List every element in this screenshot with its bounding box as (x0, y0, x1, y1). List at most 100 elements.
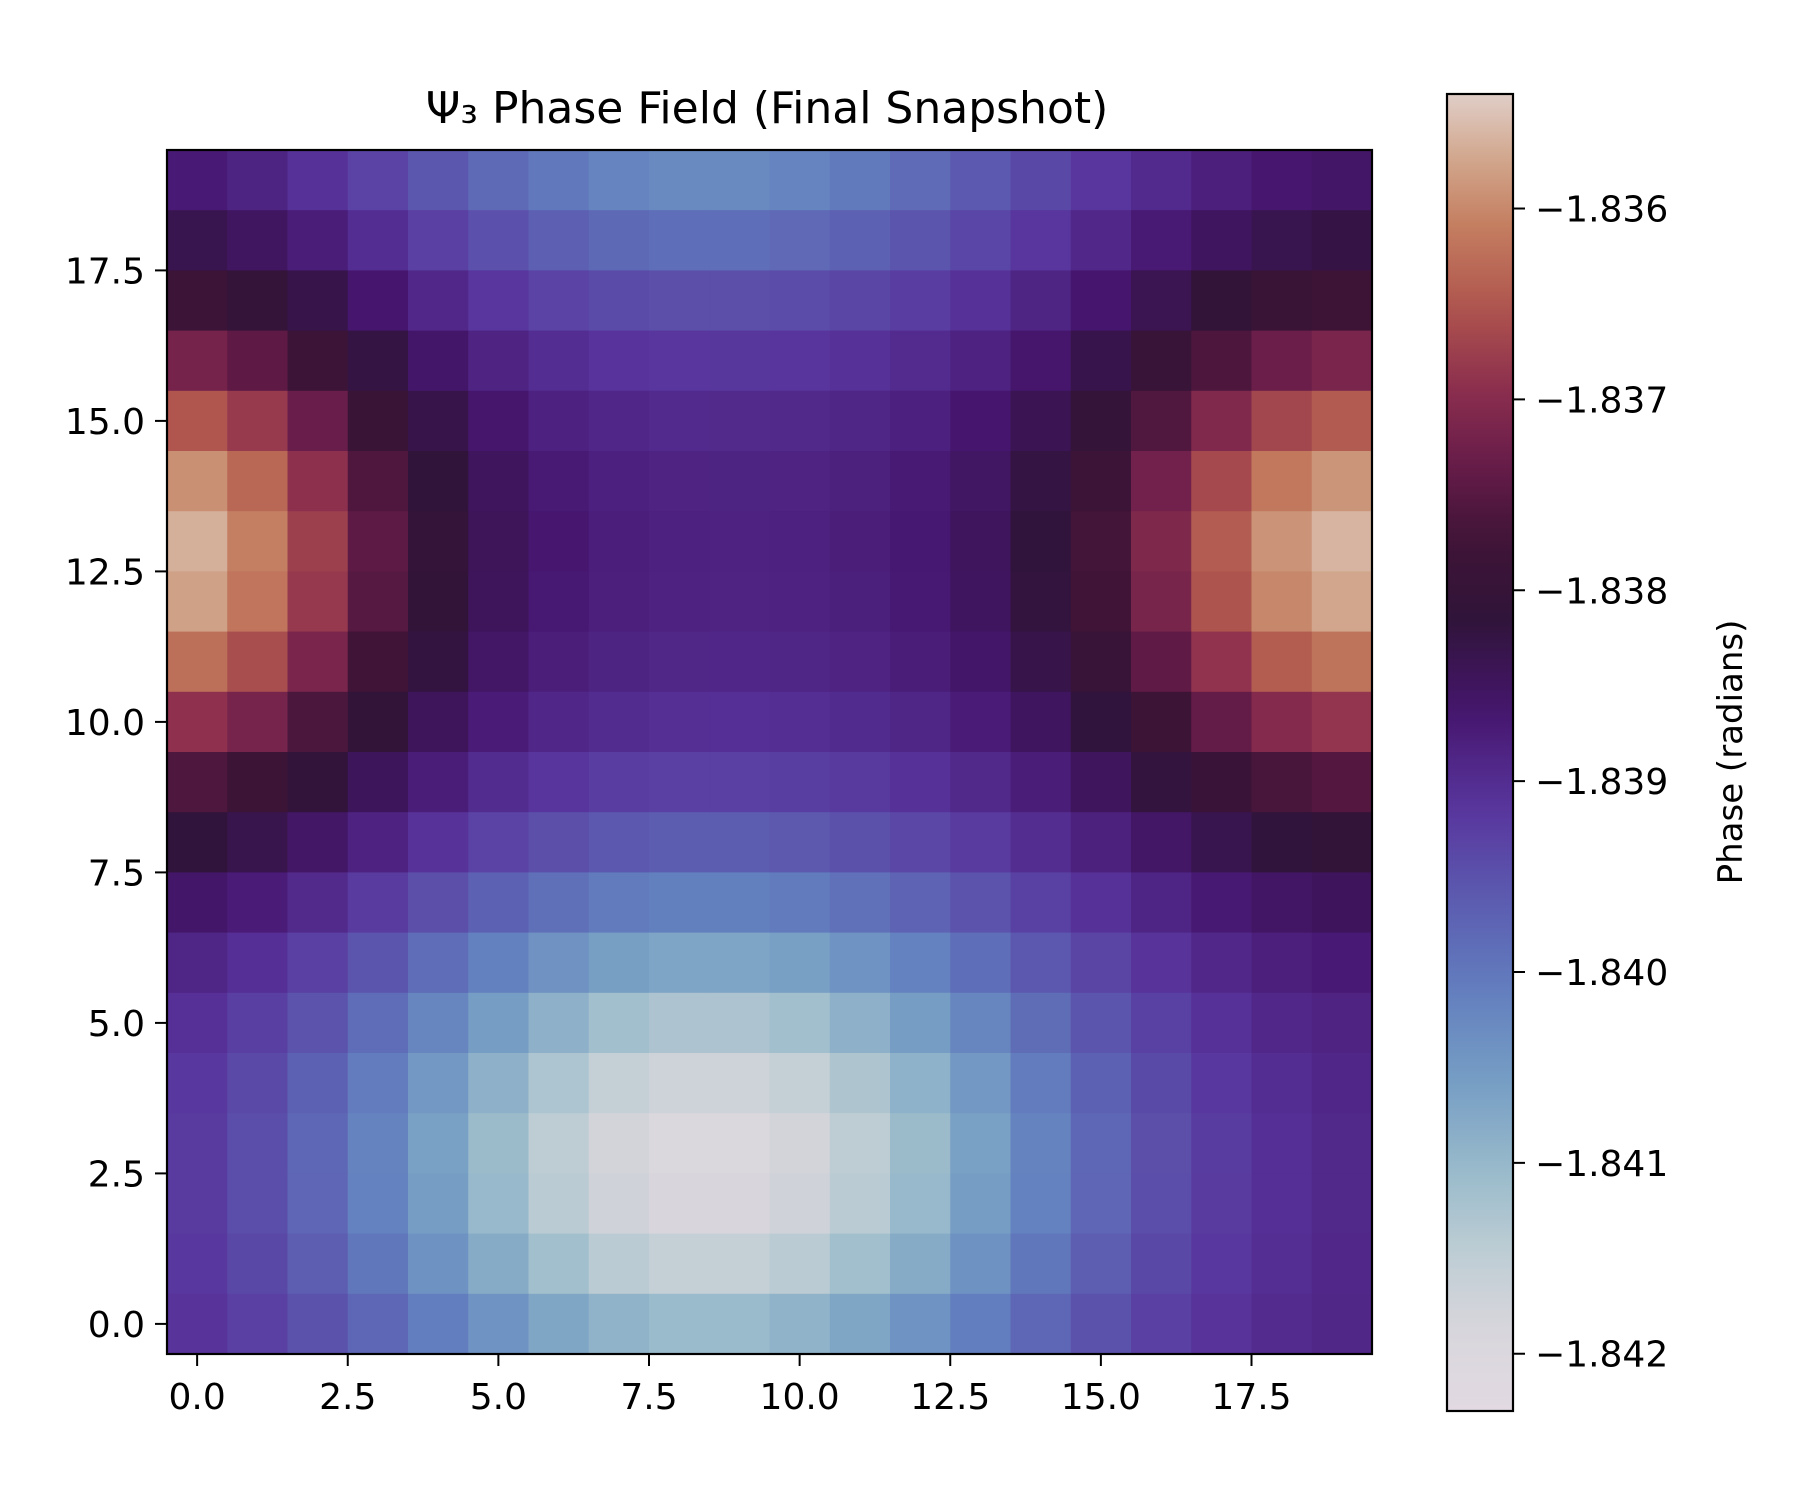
heatmap-cell (227, 932, 289, 994)
heatmap-cell (890, 691, 951, 753)
heatmap-cell (588, 210, 650, 271)
heatmap-cell (1191, 992, 1253, 1054)
heatmap-cell (347, 571, 409, 633)
heatmap-cell (829, 390, 891, 452)
heatmap-cell (1010, 992, 1072, 1054)
heatmap-cell (588, 812, 650, 873)
colorbar-frame (1445, 92, 1515, 1413)
heatmap-cell (167, 571, 228, 633)
heatmap-cell (890, 872, 951, 934)
heatmap-cell (287, 451, 349, 512)
heatmap-cell (408, 631, 469, 693)
heatmap-cell (1010, 872, 1072, 934)
heatmap-cell (890, 511, 951, 572)
heatmap-cell (408, 812, 469, 873)
heatmap-cell (950, 932, 1012, 994)
heatmap-cell (1311, 932, 1373, 994)
heatmap-cell (649, 1053, 710, 1114)
heatmap-cell (468, 752, 530, 813)
heatmap-cell (167, 872, 228, 934)
heatmap-cell (649, 691, 710, 753)
heatmap-cell (347, 1113, 409, 1174)
heatmap-cell (468, 932, 530, 994)
heatmap-cells (167, 150, 1373, 1355)
heatmap-cell (468, 270, 530, 332)
heatmap-cell (1251, 330, 1313, 392)
heatmap-cell (769, 150, 831, 211)
heatmap-cell (709, 511, 771, 572)
heatmap-cell (227, 390, 289, 452)
heatmap-cell (588, 1233, 650, 1295)
y-axis: 0.0 2.5 5.0 7.5 10.0 12.5 15.0 17.5 (65, 251, 167, 1346)
heatmap-cell (950, 812, 1012, 873)
heatmap-cell (468, 812, 530, 873)
heatmap-cell (287, 1113, 349, 1174)
heatmap-cell (227, 270, 289, 332)
heatmap-cell (528, 1233, 590, 1295)
heatmap-cell (227, 571, 289, 633)
heatmap-cell (1070, 1233, 1132, 1295)
heatmap-cell (950, 1233, 1012, 1295)
heatmap-cell (167, 210, 228, 271)
heatmap-cell (890, 330, 951, 392)
heatmap-cell (1311, 812, 1373, 873)
x-tick-label: 12.5 (910, 1377, 990, 1418)
heatmap-cell (287, 1173, 349, 1235)
heatmap-cell (408, 752, 469, 813)
heatmap-cell (1070, 511, 1132, 572)
heatmap-cell (1070, 1293, 1132, 1355)
heatmap-cell (649, 932, 710, 994)
heatmap-cell (287, 270, 349, 332)
heatmap-cell (769, 571, 831, 633)
heatmap-cell (1191, 210, 1253, 271)
heatmap-cell (347, 932, 409, 994)
heatmap-cell (1251, 571, 1313, 633)
heatmap-cell (769, 451, 831, 512)
colorbar-ticks: −1.836 −1.837 −1.838 −1.839 −1.840 −1.841 −1.8… (1513, 190, 1668, 1376)
heatmap-cell (1311, 1053, 1373, 1114)
heatmap-cell (1191, 752, 1253, 813)
heatmap-cell (1251, 1173, 1313, 1235)
heatmap-cell (1010, 932, 1072, 994)
heatmap-cell (1131, 992, 1192, 1054)
heatmap-cell (709, 1173, 771, 1235)
heatmap-cell (287, 150, 349, 211)
heatmap-cell (588, 992, 650, 1054)
heatmap-cell (528, 390, 590, 452)
heatmap-cell (1191, 1053, 1253, 1114)
heatmap-cell (528, 511, 590, 572)
heatmap-cell (227, 1233, 289, 1295)
heatmap-cell (709, 150, 771, 211)
heatmap-cell (950, 451, 1012, 512)
heatmap-cell (588, 150, 650, 211)
heatmap-cell (649, 631, 710, 693)
heatmap-cell (1131, 691, 1192, 753)
heatmap-cell (347, 270, 409, 332)
heatmap-cell (649, 1293, 710, 1355)
heatmap-cell (227, 1053, 289, 1114)
heatmap-cell (950, 752, 1012, 813)
heatmap-cell (408, 872, 469, 934)
heatmap-cell (649, 270, 710, 332)
heatmap-cell (528, 1173, 590, 1235)
heatmap-cell (1070, 330, 1132, 392)
heatmap-cell (649, 571, 710, 633)
y-tick-label: 7.5 (88, 853, 145, 894)
heatmap-cell (769, 872, 831, 934)
heatmap-cell (347, 812, 409, 873)
heatmap-cell (167, 390, 228, 452)
heatmap-cell (468, 1233, 530, 1295)
heatmap-cell (588, 270, 650, 332)
heatmap-cell (287, 631, 349, 693)
heatmap-cell (1191, 1293, 1253, 1355)
heatmap-cell (528, 270, 590, 332)
heatmap-cell (1311, 390, 1373, 452)
heatmap-cell (167, 752, 228, 813)
heatmap-cell (588, 932, 650, 994)
heatmap-cell (1191, 511, 1253, 572)
colorbar-gradient (1447, 94, 1513, 1411)
heatmap-cell (890, 752, 951, 813)
heatmap-cell (1070, 872, 1132, 934)
heatmap-cell (408, 1293, 469, 1355)
heatmap-cell (408, 1113, 469, 1174)
